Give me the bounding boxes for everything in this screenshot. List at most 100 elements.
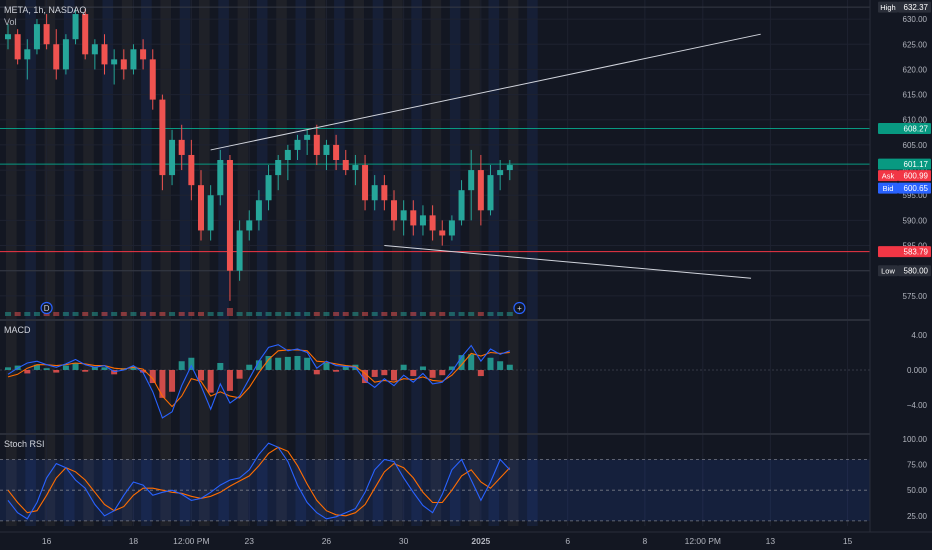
volume-bar — [362, 312, 369, 316]
lower-trendline[interactable] — [384, 245, 752, 279]
high-price-label[interactable]: High 632.37 — [878, 1, 931, 13]
candle-body[interactable] — [410, 210, 417, 226]
candle-body[interactable] — [400, 210, 407, 221]
candle-body[interactable] — [313, 134, 320, 155]
candle-body[interactable] — [226, 160, 233, 271]
candle-body[interactable] — [169, 139, 176, 176]
bid-price-label[interactable]: Bid 600.65 — [878, 182, 931, 194]
candle-body[interactable] — [265, 175, 272, 201]
pane-separator-macd[interactable] — [0, 319, 932, 321]
price-axis[interactable]: 630.00 625.00 620.00 615.00 610.00 605.00 600.… — [869, 0, 932, 550]
time-tick-label: 12:00 PM — [685, 536, 721, 546]
candle-body[interactable] — [294, 139, 301, 150]
candle-body[interactable] — [255, 200, 262, 221]
candle-body[interactable] — [5, 34, 11, 40]
candle-body[interactable] — [130, 49, 137, 70]
candle-body[interactable] — [53, 44, 60, 70]
symbol-title[interactable]: META, 1h, NASDAQ — [4, 5, 86, 15]
macd-line[interactable] — [7, 344, 510, 419]
candle-body[interactable] — [217, 160, 224, 196]
candle-body[interactable] — [178, 139, 185, 155]
candle-body[interactable] — [82, 14, 89, 55]
candle-body[interactable] — [24, 49, 31, 60]
macd-histogram-bar — [497, 361, 504, 370]
candle-body[interactable] — [188, 154, 195, 186]
volume-bar — [371, 312, 378, 316]
candle-body[interactable] — [458, 190, 465, 221]
candle-body[interactable] — [62, 39, 69, 70]
volume-bar — [24, 312, 31, 316]
candle-body[interactable] — [159, 99, 166, 176]
candle-body[interactable] — [72, 14, 79, 40]
candlestick-series[interactable] — [5, 9, 513, 301]
macd-signal-line[interactable] — [7, 349, 510, 408]
candle-body[interactable] — [323, 144, 330, 155]
candle-body[interactable] — [246, 220, 253, 231]
price-tick-label: 615.00 — [903, 91, 928, 100]
time-tick-label: 13 — [766, 536, 776, 546]
afterhours-band — [25, 0, 36, 526]
price-tick-label: 605.00 — [903, 141, 928, 150]
candle-body[interactable] — [14, 34, 21, 60]
candle-body[interactable] — [477, 170, 484, 211]
dividend-marker[interactable]: D — [40, 301, 53, 315]
event-markers[interactable]: D + — [40, 301, 526, 315]
pane-separators[interactable] — [0, 319, 932, 435]
candle-body[interactable] — [275, 160, 282, 176]
candle-body[interactable] — [284, 149, 291, 160]
candle-body[interactable] — [120, 59, 127, 70]
candle-body[interactable] — [429, 215, 436, 231]
macd-histogram-bar — [487, 357, 494, 370]
macd-tick-label: −4.00 — [907, 401, 928, 410]
low-tag-text: Low — [881, 267, 895, 276]
ask-price-label[interactable]: Ask 600.99 — [878, 170, 931, 182]
stoch-rsi-pane[interactable] — [0, 442, 870, 522]
time-axis[interactable]: 16 18 12:00 PM 23 26 30 2025 6 8 12:00 PM 13 15 — [0, 531, 932, 550]
stoch-rsi-title: Stoch RSI — [4, 439, 45, 449]
candle-body[interactable] — [198, 185, 204, 231]
earnings-marker[interactable]: + — [513, 301, 526, 315]
candle-body[interactable] — [43, 24, 50, 45]
candle-body[interactable] — [91, 44, 98, 55]
candle-body[interactable] — [236, 230, 243, 271]
time-axis-background — [0, 532, 932, 550]
macd-histogram-bar — [198, 369, 204, 381]
macd-histogram-bar — [33, 364, 40, 370]
candle-body[interactable] — [111, 59, 118, 65]
candle-body[interactable] — [506, 165, 513, 171]
candle-body[interactable] — [140, 49, 147, 60]
macd-histogram-bar — [207, 369, 214, 393]
candle-body[interactable] — [391, 200, 397, 221]
candle-body[interactable] — [468, 170, 475, 191]
level-608-price-label[interactable]: 608.27 — [878, 122, 931, 134]
candle-body[interactable] — [439, 230, 446, 236]
candle-body[interactable] — [362, 165, 369, 201]
candle-body[interactable] — [304, 134, 311, 140]
stoch-d-line[interactable] — [7, 446, 511, 517]
candle-body[interactable] — [487, 175, 494, 211]
volume-label: Vol — [4, 17, 17, 27]
trendlines[interactable] — [210, 33, 761, 279]
candle-body[interactable] — [333, 144, 340, 160]
last-price-label[interactable]: 601.17 — [878, 158, 931, 170]
candle-body[interactable] — [33, 24, 40, 50]
level-583-price-label[interactable]: 583.79 — [878, 246, 931, 258]
stoch-k-line[interactable] — [7, 442, 511, 520]
candle-body[interactable] — [149, 59, 156, 100]
pane-separator-stoch[interactable] — [0, 433, 932, 435]
candle-body[interactable] — [101, 44, 108, 65]
low-price-label[interactable]: Low 580.00 — [878, 265, 931, 277]
candle-body[interactable] — [352, 165, 359, 171]
candle-body[interactable] — [342, 160, 349, 171]
volume-bar — [140, 312, 147, 316]
upper-trendline[interactable] — [210, 33, 761, 151]
candle-body[interactable] — [448, 220, 455, 236]
candle-body[interactable] — [381, 185, 388, 201]
candle-body[interactable] — [419, 215, 426, 226]
macd-pane[interactable] — [0, 344, 870, 419]
candle-body[interactable] — [371, 185, 378, 201]
candle-body[interactable] — [497, 170, 504, 176]
candle-body[interactable] — [207, 195, 214, 231]
time-tick-label: 23 — [245, 536, 255, 546]
